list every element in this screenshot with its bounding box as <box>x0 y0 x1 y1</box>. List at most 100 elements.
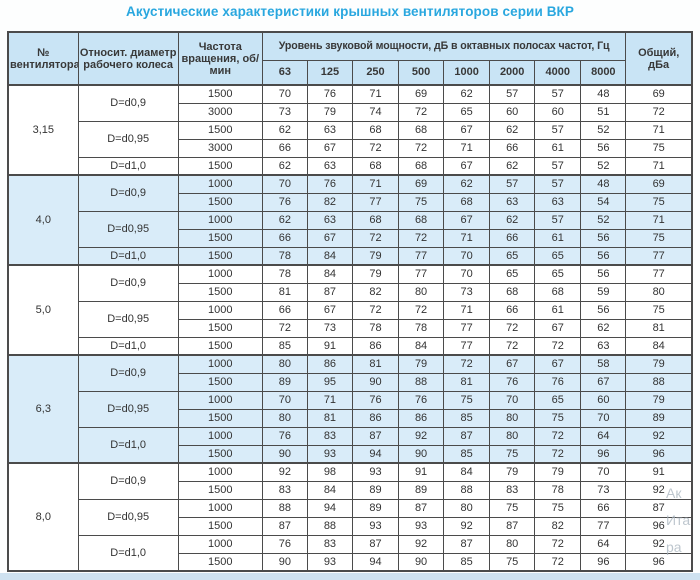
diameter-cell: D=d0,95 <box>77 210 179 248</box>
spl-value-cell: 71 <box>443 138 491 158</box>
spl-value-cell: 83 <box>306 426 353 446</box>
spl-value-cell: 70 <box>443 264 491 284</box>
header-octave-1000: 1000 <box>443 59 491 86</box>
total-cell: 75 <box>625 228 693 248</box>
speed-cell: 1000 <box>177 426 263 446</box>
spl-value-cell: 56 <box>580 300 627 320</box>
diameter-cell: D=d1,0 <box>77 426 179 464</box>
spl-value-cell: 67 <box>489 354 536 374</box>
spl-value-cell: 90 <box>351 372 400 392</box>
speed-cell: 1000 <box>177 174 263 194</box>
speed-cell: 1500 <box>177 516 263 536</box>
header-total: Общий, дБа <box>625 31 693 86</box>
spl-value-cell: 52 <box>580 120 627 140</box>
spl-value-cell: 64 <box>580 426 627 446</box>
total-cell: 79 <box>625 390 693 410</box>
spl-value-cell: 72 <box>398 228 445 248</box>
spl-value-cell: 72 <box>261 318 308 338</box>
spl-value-cell: 94 <box>306 498 353 518</box>
spl-value-cell: 82 <box>351 282 400 302</box>
spl-value-cell: 56 <box>580 264 627 284</box>
diameter-cell: D=d0,9 <box>77 354 179 392</box>
spl-value-cell: 85 <box>443 408 491 428</box>
spl-value-cell: 62 <box>580 318 627 338</box>
spl-value-cell: 63 <box>306 210 353 230</box>
acoustic-table: № вентилятора Относит. диаметр рабочего … <box>7 31 693 572</box>
total-cell: 75 <box>625 138 693 158</box>
spl-value-cell: 93 <box>306 552 353 572</box>
spl-value-cell: 87 <box>398 498 445 518</box>
spl-value-cell: 85 <box>443 444 491 464</box>
header-fan-no: № вентилятора <box>7 31 79 86</box>
total-cell: 71 <box>625 210 693 230</box>
spl-value-cell: 75 <box>443 390 491 410</box>
header-rel-diameter: Относит. диаметр рабочего колеса <box>77 31 179 86</box>
spl-value-cell: 79 <box>351 246 400 266</box>
spl-value-cell: 64 <box>580 534 627 554</box>
speed-cell: 1500 <box>177 336 263 356</box>
spl-value-cell: 62 <box>261 120 308 140</box>
spl-value-cell: 57 <box>534 174 582 194</box>
spl-value-cell: 89 <box>398 480 445 500</box>
spl-value-cell: 61 <box>534 228 582 248</box>
spl-value-cell: 93 <box>306 444 353 464</box>
spl-value-cell: 67 <box>580 372 627 392</box>
spl-value-cell: 78 <box>534 480 582 500</box>
spl-value-cell: 91 <box>306 336 353 356</box>
spl-value-cell: 86 <box>351 408 400 428</box>
spl-value-cell: 87 <box>261 516 308 536</box>
spl-value-cell: 71 <box>443 300 491 320</box>
spl-value-cell: 63 <box>306 120 353 140</box>
spl-value-cell: 82 <box>306 192 353 212</box>
spl-value-cell: 74 <box>351 102 400 122</box>
spl-value-cell: 57 <box>534 84 582 104</box>
total-cell: 71 <box>625 156 693 176</box>
header-octave-2000: 2000 <box>489 59 536 86</box>
spl-value-cell: 70 <box>489 390 536 410</box>
total-cell: 91 <box>625 462 693 482</box>
spl-value-cell: 89 <box>351 480 400 500</box>
table-row: 1500 90 93 94 90 85 75 72 96 96 <box>8 444 693 464</box>
table-row: D=d0,95 1000 70 71 76 76 75 70 65 60 79 <box>8 390 693 428</box>
table-row: D=d0,95 1500 62 63 68 68 67 62 57 52 71 <box>8 120 693 158</box>
table-row: 1500 80 81 86 86 85 80 75 70 89 <box>8 408 693 428</box>
header-row-main: № вентилятора Относит. диаметр рабочего … <box>7 31 693 86</box>
spl-value-cell: 88 <box>398 372 445 392</box>
header-octave-125: 125 <box>306 59 353 86</box>
spl-value-cell: 70 <box>580 462 627 482</box>
total-cell: 81 <box>625 318 693 338</box>
speed-cell: 1000 <box>177 390 263 410</box>
total-cell: 84 <box>625 336 693 356</box>
spl-value-cell: 93 <box>351 516 400 536</box>
spl-value-cell: 69 <box>398 84 445 104</box>
spl-value-cell: 77 <box>580 516 627 536</box>
spl-value-cell: 84 <box>306 246 353 266</box>
spl-value-cell: 68 <box>351 210 400 230</box>
speed-cell: 1000 <box>177 264 263 284</box>
spl-value-cell: 75 <box>398 192 445 212</box>
diameter-cell: D=d0,95 <box>77 498 179 536</box>
spl-value-cell: 57 <box>489 174 536 194</box>
spl-value-cell: 81 <box>261 282 308 302</box>
header-octave-63: 63 <box>261 59 308 86</box>
speed-cell: 1500 <box>177 156 263 176</box>
spl-value-cell: 62 <box>261 156 308 176</box>
spl-value-cell: 75 <box>489 552 536 572</box>
spl-value-cell: 65 <box>443 102 491 122</box>
spl-value-cell: 88 <box>261 498 308 518</box>
spl-value-cell: 76 <box>306 84 353 104</box>
table-row: D=d0,95 1000 88 94 89 87 80 75 75 66 87 <box>8 498 693 536</box>
spl-value-cell: 48 <box>580 84 627 104</box>
speed-cell: 1500 <box>177 228 263 248</box>
spl-value-cell: 72 <box>443 354 491 374</box>
spl-value-cell: 91 <box>398 462 445 482</box>
spl-value-cell: 77 <box>443 318 491 338</box>
spl-value-cell: 60 <box>534 102 582 122</box>
spl-value-cell: 70 <box>443 246 491 266</box>
spl-value-cell: 78 <box>261 246 308 266</box>
spl-value-cell: 69 <box>398 174 445 194</box>
spl-value-cell: 76 <box>489 372 536 392</box>
spl-value-cell: 72 <box>489 336 536 356</box>
fan-number-cell: 3,15 <box>7 84 79 176</box>
spl-value-cell: 75 <box>489 444 536 464</box>
